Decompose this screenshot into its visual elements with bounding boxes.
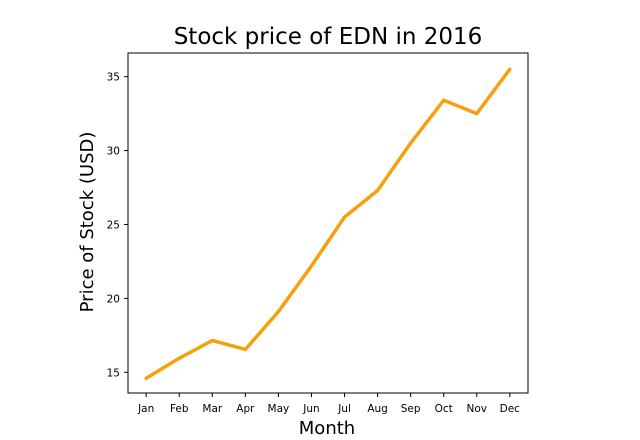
x-tick-label: Jun — [302, 403, 319, 415]
x-tick-label: Nov — [467, 403, 488, 415]
x-tick-label: Mar — [202, 403, 222, 415]
y-tick-label: 20 — [107, 293, 120, 305]
data-point — [342, 215, 347, 219]
y-axis: 15 20 25 30 35 — [107, 72, 128, 379]
x-tick-label: Aug — [367, 403, 388, 415]
x-tick-label: Dec — [500, 403, 521, 415]
data-point — [243, 347, 247, 351]
data-point — [309, 264, 314, 268]
chart-title: Stock price of EDN in 2016 — [174, 24, 483, 50]
x-tick-label: Jul — [337, 403, 351, 415]
y-axis-label: Price of Stock (USD) — [77, 132, 98, 313]
data-point — [375, 188, 380, 193]
y-tick-label: 25 — [107, 219, 120, 231]
x-tick-label: Apr — [236, 403, 255, 415]
y-tick-label: 15 — [107, 367, 120, 379]
x-axis: Jan Feb Mar Apr May Jun Jul Aug Sep Oct Nov Dec — [137, 393, 520, 415]
data-point — [144, 376, 148, 380]
x-tick-label: Jan — [137, 403, 154, 415]
x-tick-label: Sep — [401, 403, 421, 415]
x-tick-label: Oct — [435, 403, 453, 415]
data-point — [276, 310, 281, 314]
data-point — [210, 338, 214, 343]
x-axis-label: Month — [299, 418, 355, 439]
y-tick-label: 35 — [107, 72, 120, 84]
x-tick-label: May — [268, 403, 290, 415]
y-tick-label: 30 — [107, 146, 120, 158]
data-point — [508, 67, 512, 71]
data-point — [475, 112, 479, 116]
data-point — [177, 356, 181, 360]
plot-frame — [127, 52, 529, 394]
data-point — [409, 141, 413, 145]
data-point — [442, 98, 446, 102]
series-line — [144, 67, 512, 380]
x-tick-label: Feb — [170, 403, 189, 415]
